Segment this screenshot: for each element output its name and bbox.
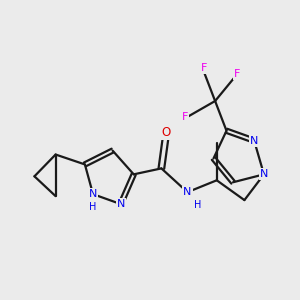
Text: F: F	[182, 112, 188, 122]
Text: H: H	[89, 202, 97, 212]
Text: F: F	[200, 64, 207, 74]
Text: N: N	[116, 199, 125, 209]
Text: H: H	[194, 200, 201, 210]
Text: O: O	[162, 126, 171, 139]
Text: N: N	[89, 189, 97, 199]
Text: N: N	[183, 187, 192, 197]
Text: F: F	[234, 69, 241, 80]
Text: N: N	[260, 169, 268, 179]
Text: N: N	[250, 136, 258, 146]
